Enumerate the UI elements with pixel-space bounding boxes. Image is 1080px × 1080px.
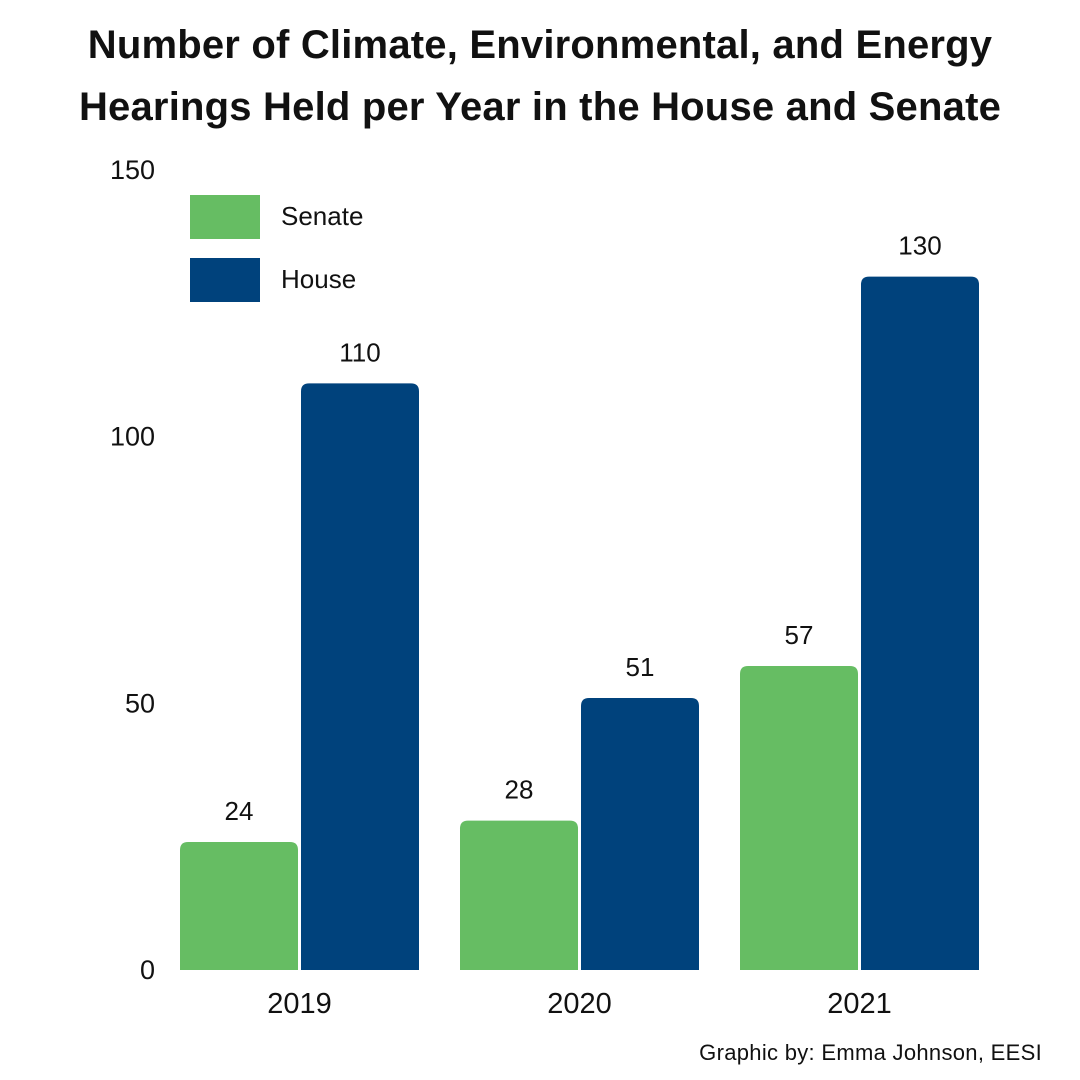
bar-house-2021 [861,276,979,971]
data-label-senate-2021: 57 [785,620,814,650]
y-tick-label: 100 [110,422,155,452]
legend-label-senate: Senate [281,201,363,231]
legend-swatch-house [190,258,260,302]
data-label-house-2019: 110 [339,337,380,367]
data-label-senate-2019: 24 [225,796,254,826]
bar-senate-2020 [460,820,578,970]
bar-house-2020 [581,698,699,970]
legend-label-house: House [281,264,356,294]
data-labels: 24 110 28 51 57 130 [225,231,942,826]
x-axis-ticks: 2019 2020 2021 [267,988,892,1020]
bars [180,276,979,971]
y-axis-ticks: 0 50 100 150 [110,155,155,985]
chart-title-line-1: Number of Climate, Environmental, and En… [87,23,993,67]
y-tick-label: 0 [140,955,155,985]
chart-title-line-2: Hearings Held per Year in the House and … [78,85,1002,129]
graphic-credit: Graphic by: Emma Johnson, EESI [699,1040,1042,1065]
legend-swatch-senate [190,195,260,239]
x-tick-label: 2020 [547,988,612,1020]
x-tick-label: 2021 [827,988,892,1020]
x-tick-label: 2019 [267,988,332,1020]
data-label-house-2020: 51 [626,652,655,682]
chart-title: Number of Climate, Environmental, and En… [0,14,1080,138]
legend: Senate House [190,195,363,302]
y-tick-label: 150 [110,155,155,185]
data-label-senate-2020: 28 [505,775,534,805]
y-tick-label: 50 [125,688,155,718]
data-label-house-2021: 130 [898,231,941,261]
bar-senate-2021 [740,666,858,970]
bar-house-2019 [301,383,419,970]
bar-senate-2019 [180,842,298,970]
